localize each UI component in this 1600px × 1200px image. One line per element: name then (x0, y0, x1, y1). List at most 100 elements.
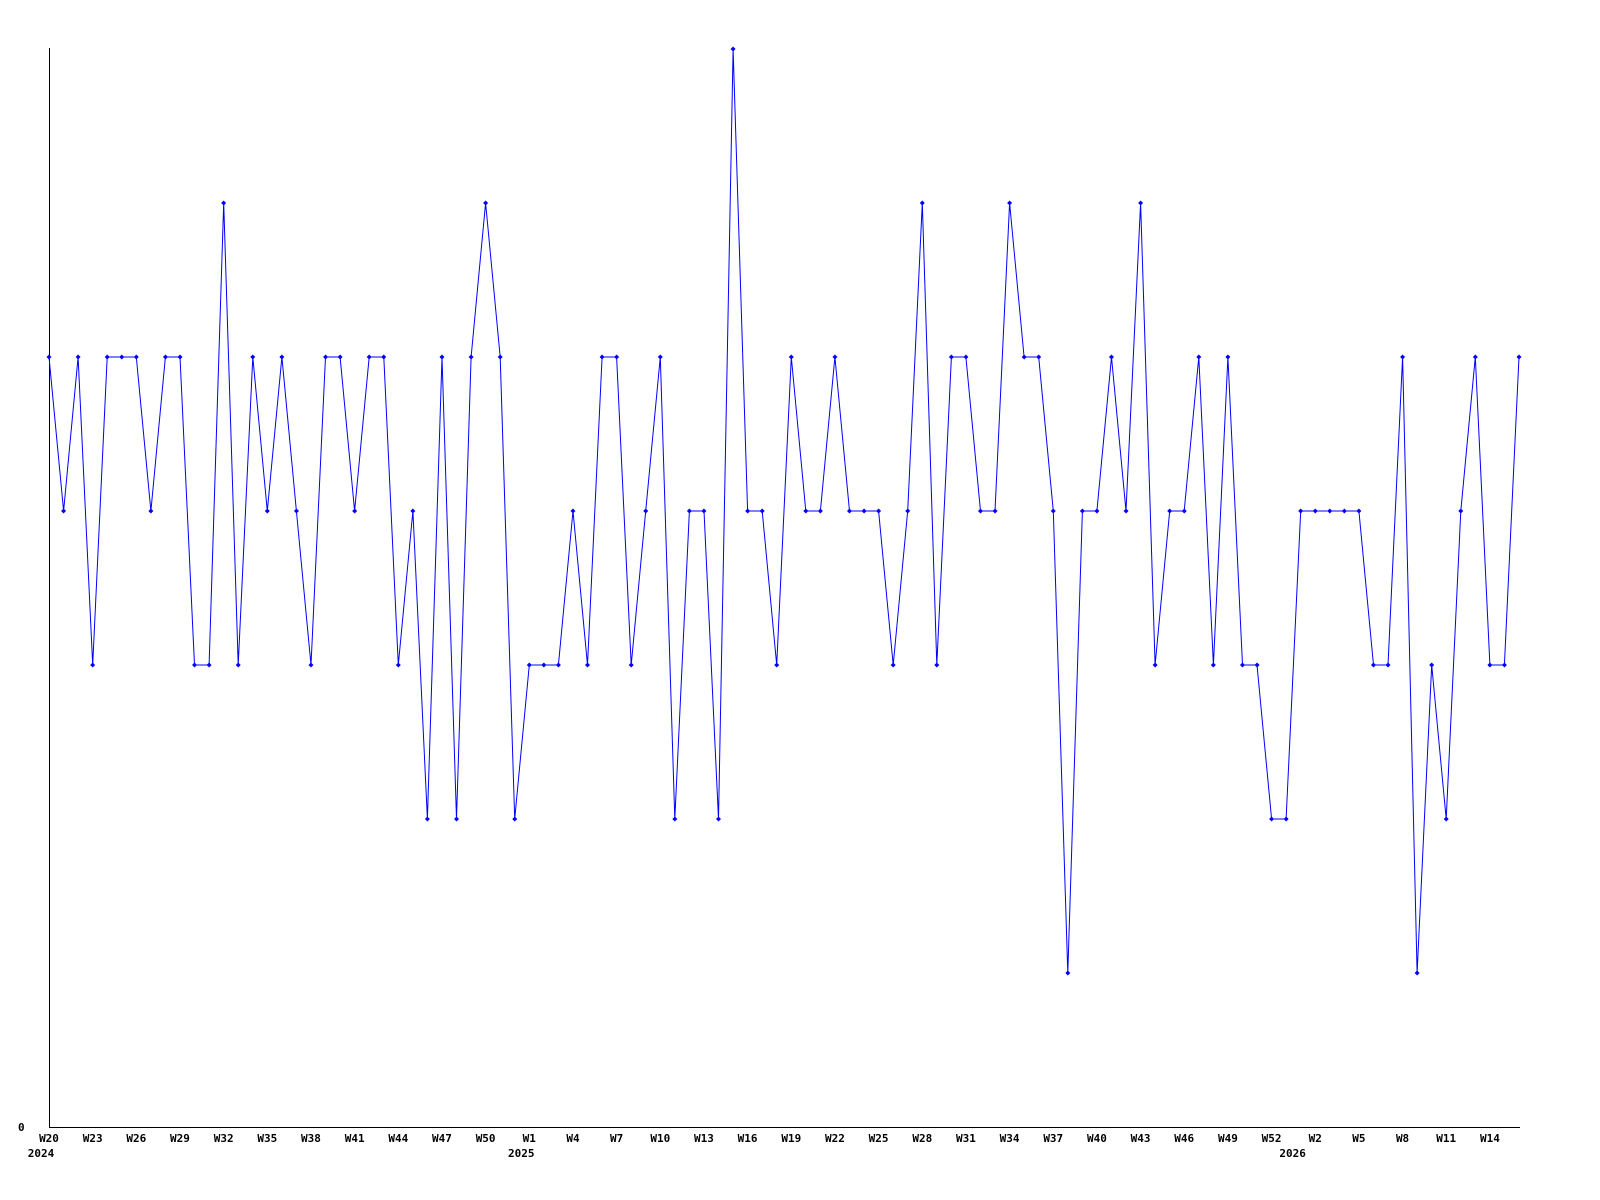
data-point (541, 662, 547, 668)
x-tick-label: W8 (1396, 1132, 1409, 1145)
data-point (876, 508, 882, 514)
x-tick-label: W32 (214, 1132, 234, 1145)
data-point (788, 354, 794, 360)
data-point (934, 662, 940, 668)
x-tick-label: W47 (432, 1132, 452, 1145)
data-point (1007, 200, 1013, 206)
x-tick-label: W43 (1131, 1132, 1151, 1145)
x-tick-label: W44 (388, 1132, 408, 1145)
data-point (745, 508, 751, 514)
data-point (599, 354, 605, 360)
data-point (1210, 662, 1216, 668)
data-point (1443, 816, 1449, 822)
data-point (323, 354, 329, 360)
x-tick-label: W7 (610, 1132, 623, 1145)
data-point (1181, 508, 1187, 514)
data-point (977, 508, 983, 514)
x-tick-label: W29 (170, 1132, 190, 1145)
data-point (250, 354, 256, 360)
data-point (526, 662, 532, 668)
data-point (192, 662, 198, 668)
data-point (497, 354, 503, 360)
year-label: 2026 (1279, 1147, 1306, 1160)
data-point (774, 662, 780, 668)
data-point (1298, 508, 1304, 514)
x-tick-label: W5 (1352, 1132, 1365, 1145)
data-point (1239, 662, 1245, 668)
data-point (279, 354, 285, 360)
data-point (468, 354, 474, 360)
x-tick-label: W23 (83, 1132, 103, 1145)
data-point (963, 354, 969, 360)
data-point (1196, 354, 1202, 360)
data-point (716, 816, 722, 822)
data-point (992, 508, 998, 514)
data-point (119, 354, 125, 360)
x-tick-label: W46 (1174, 1132, 1194, 1145)
data-point (803, 508, 809, 514)
data-point (1225, 354, 1231, 360)
data-point (1385, 662, 1391, 668)
data-point (628, 662, 634, 668)
x-tick-label: W38 (301, 1132, 321, 1145)
data-point (759, 508, 765, 514)
data-point (410, 508, 416, 514)
x-tick-label: W2 (1309, 1132, 1322, 1145)
year-label: 2024 (28, 1147, 55, 1160)
data-point (395, 662, 401, 668)
data-point (585, 662, 591, 668)
data-point (1123, 508, 1129, 514)
data-point (177, 354, 183, 360)
y-tick-label: 0 (18, 1121, 25, 1134)
x-tick-label: W28 (912, 1132, 932, 1145)
data-point (148, 508, 154, 514)
x-tick-label: W13 (694, 1132, 714, 1145)
data-point (61, 508, 67, 514)
data-point (948, 354, 954, 360)
data-point (846, 508, 852, 514)
data-point (75, 354, 81, 360)
data-point (1341, 508, 1347, 514)
x-tick-label: W26 (126, 1132, 146, 1145)
data-point (439, 354, 445, 360)
x-tick-label: W40 (1087, 1132, 1107, 1145)
data-point (308, 662, 314, 668)
x-tick-label: W10 (650, 1132, 670, 1145)
data-point (162, 354, 168, 360)
data-point (643, 508, 649, 514)
data-point (1458, 508, 1464, 514)
data-point (293, 508, 299, 514)
data-point (1269, 816, 1275, 822)
data-point (454, 816, 460, 822)
data-point (701, 508, 707, 514)
data-point (235, 662, 241, 668)
data-point (90, 662, 96, 668)
data-point (1138, 200, 1144, 206)
data-point (206, 662, 212, 668)
x-tick-label: W34 (1000, 1132, 1020, 1145)
data-point (1501, 662, 1507, 668)
data-point (686, 508, 692, 514)
x-tick-label: W37 (1043, 1132, 1063, 1145)
data-point (1516, 354, 1522, 360)
year-label: 2025 (508, 1147, 535, 1160)
data-point (730, 46, 736, 52)
year-labels: 2024 2025 2026 (28, 1147, 1307, 1160)
x-tick-label: W31 (956, 1132, 976, 1145)
data-point (1079, 508, 1085, 514)
x-tick-labels: W20 W23 W26 W29 W32 W35 W38 W41 W44 W47 W50 W1 W4 W7 W… (39, 1132, 1500, 1145)
data-point (657, 354, 663, 360)
data-point (483, 200, 489, 206)
data-point (1050, 508, 1056, 514)
x-tick-label: W50 (476, 1132, 496, 1145)
data-point (570, 508, 576, 514)
data-point (817, 508, 823, 514)
data-point (1065, 970, 1071, 976)
data-point (555, 662, 561, 668)
data-point (1108, 354, 1114, 360)
data-point (46, 354, 52, 360)
data-point (905, 508, 911, 514)
x-tick-label: W20 (39, 1132, 59, 1145)
data-point (832, 354, 838, 360)
